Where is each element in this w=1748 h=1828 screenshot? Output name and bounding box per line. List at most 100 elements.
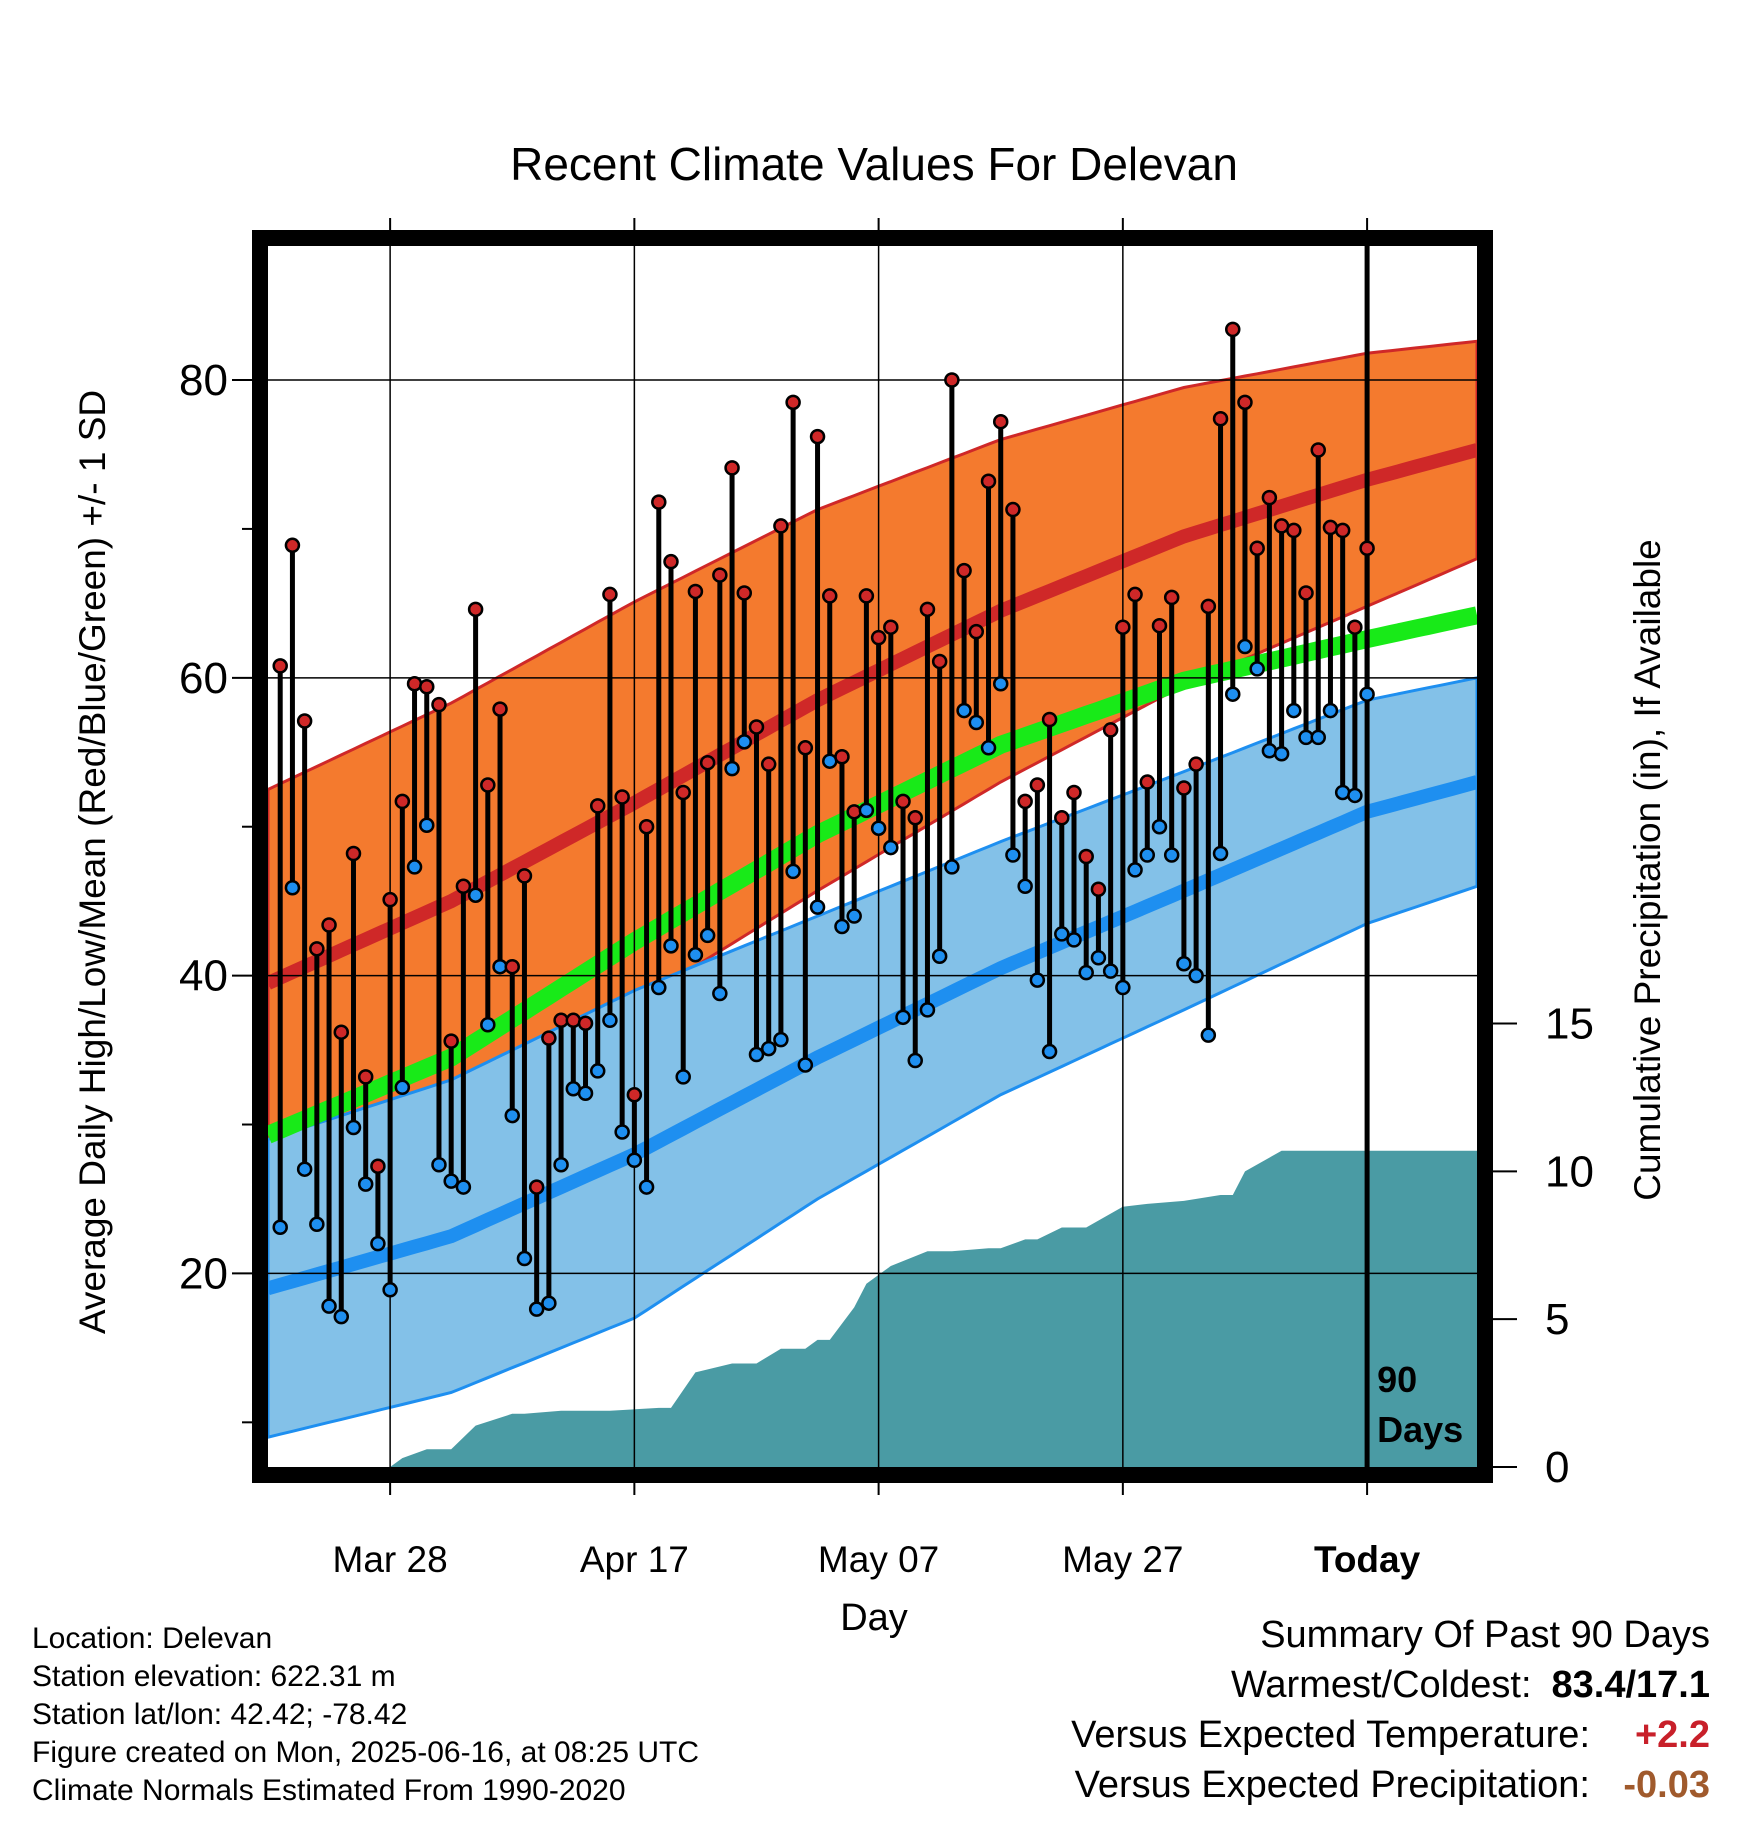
low-point [1249,661,1265,677]
low-point [455,1179,472,1195]
low-point [528,1301,545,1317]
high-point [699,754,716,771]
low-point [1273,746,1290,762]
high-point [1102,722,1119,738]
high-point [760,756,777,772]
high-point [565,1012,582,1029]
low-point [1334,784,1351,801]
low-point [1151,818,1168,835]
high-point [858,588,875,604]
high-point [895,793,911,810]
high-point [1212,410,1229,427]
high-point [284,537,301,554]
today-marker-days-word: Days [1377,1409,1463,1450]
high-point [992,413,1009,430]
x-axis-label: Day [840,1597,908,1639]
low-point [1188,967,1204,984]
low-point [406,859,423,875]
low-point [638,1179,655,1195]
low-point [968,714,985,731]
high-point [1188,756,1204,772]
high-point [724,460,740,476]
y-tick-label: 80 [179,356,228,405]
high-point [602,586,618,603]
warmest-coldest-value: 83.4/17.1 [1551,1664,1710,1706]
high-point [736,585,753,601]
low-point [944,859,960,875]
high-point [1334,522,1351,539]
y2-tick-label: 0 [1545,1443,1569,1492]
low-point [870,820,887,836]
low-point [443,1173,459,1189]
low-point [516,1250,533,1267]
station-info: Location: Delevan Station elevation: 622… [32,1620,699,1810]
high-point [944,372,960,388]
low-point [773,1031,789,1048]
normals-text: Climate Normals Estimated From 1990-2020 [32,1774,626,1807]
elevation-text: Station elevation: 622.31 m [32,1660,396,1693]
high-point [1200,598,1217,615]
high-point [272,658,288,674]
low-point [1176,955,1192,972]
high-point [1017,793,1033,810]
high-point [956,562,972,579]
low-point [1029,972,1046,988]
low-point [748,1046,765,1063]
low-point [797,1057,814,1073]
high-point [1041,711,1058,728]
high-point [345,845,362,862]
high-point [1176,780,1192,796]
low-point [602,1012,618,1029]
low-point [589,1063,606,1079]
low-point [895,1009,911,1026]
precip-area [268,1150,1477,1467]
low-point [394,1079,411,1096]
low-point [504,1107,520,1124]
high-point [614,789,630,805]
low-point [687,947,704,963]
low-point [321,1298,337,1314]
low-point [846,908,862,924]
high-point [919,601,936,618]
x-tick-label: Mar 28 [333,1539,448,1580]
high-point [846,804,862,820]
y-tick-label: 60 [179,654,228,703]
low-point [1200,1027,1217,1043]
high-point [394,793,411,810]
location-text: Location: Delevan [32,1622,273,1655]
high-point [577,1015,594,1032]
high-point [663,553,679,570]
low-point [1127,862,1143,878]
precip-departure-row: Versus Expected Precipitation: -0.03 [1071,1760,1710,1810]
high-point [980,473,997,490]
created-text: Figure created on Mon, 2025-06-16, at 08… [32,1736,700,1769]
low-point [345,1119,362,1136]
high-point [1310,442,1326,458]
low-point [480,1017,496,1033]
high-point [638,818,655,835]
high-point [528,1179,545,1195]
low-point [883,839,899,856]
x-tick-label: May 27 [1062,1539,1183,1580]
high-point [1237,394,1253,411]
low-point [296,1161,313,1177]
low-point [992,676,1009,692]
low-point [712,985,728,1002]
high-point [480,777,496,793]
low-point [1005,847,1021,863]
high-point [1054,810,1070,826]
low-point [1102,963,1119,979]
high-point [968,623,985,640]
y-tick-label: 20 [179,1249,228,1298]
low-point [736,734,753,750]
high-point [1127,586,1143,603]
high-point [883,619,899,635]
summary-title: Summary Of Past 90 Days [1260,1614,1710,1656]
low-point [382,1282,398,1298]
high-point [931,653,948,670]
high-point [406,676,423,692]
low-point [760,1040,777,1057]
high-point [443,1033,459,1049]
high-point [1078,848,1094,865]
